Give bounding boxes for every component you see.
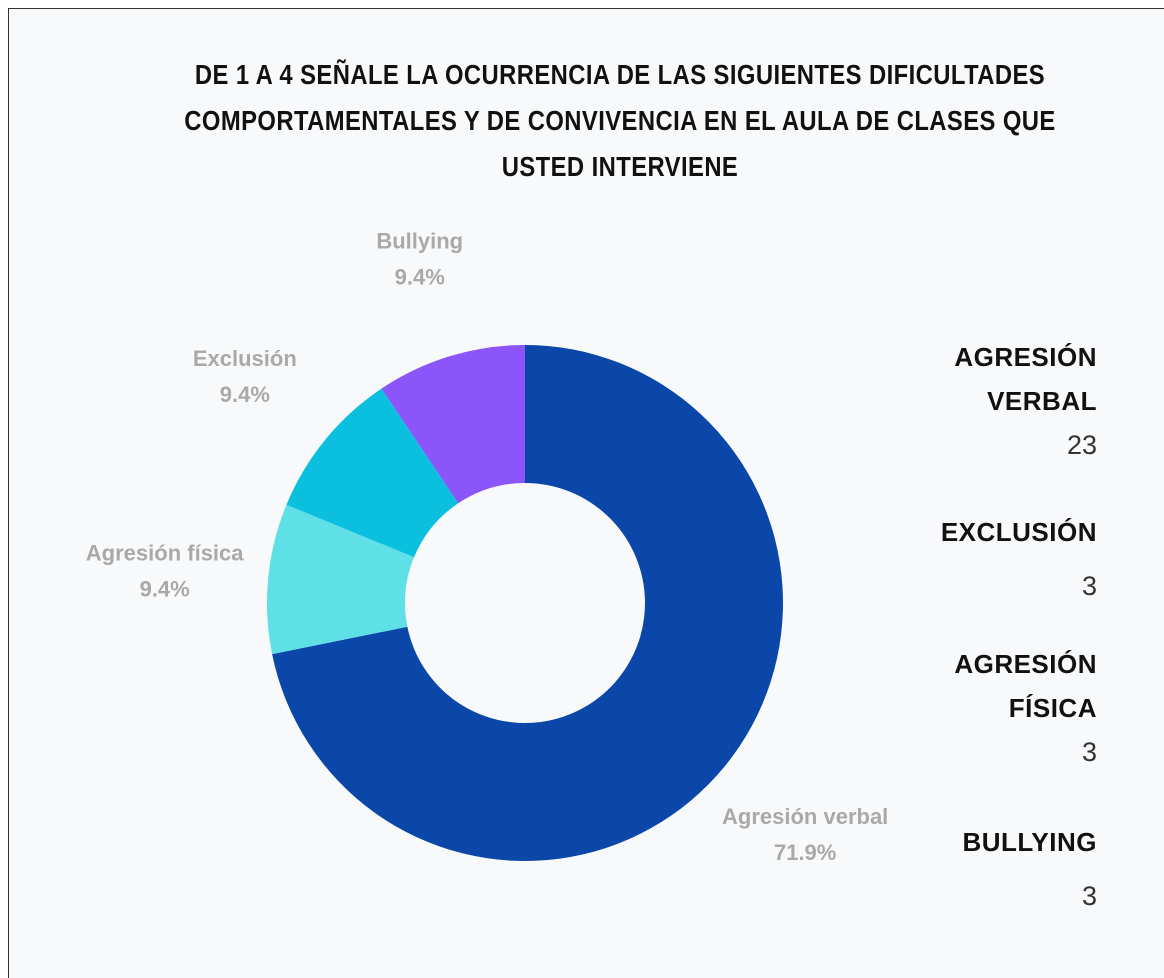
- slice-label: Exclusión: [193, 346, 297, 371]
- legend-name: BULLYING: [962, 827, 1097, 857]
- legend-item: BULLYING 3: [877, 820, 1098, 918]
- slice-value-label: 9.4%: [220, 382, 270, 407]
- legend-count: 3: [1081, 571, 1097, 601]
- legend-item: AGRESIÓN VERBAL 23: [877, 335, 1097, 467]
- donut-slice: [272, 345, 784, 861]
- slice-value-label: 71.9%: [774, 840, 836, 865]
- legend-item: AGRESIÓN FÍSICA 3: [877, 642, 1097, 774]
- legend-count: 23: [1066, 430, 1097, 460]
- slice-label: Bullying: [376, 229, 463, 254]
- legend-count: 3: [1081, 737, 1097, 767]
- slice-label: Agresión verbal: [722, 804, 888, 829]
- donut-slice: [266, 504, 415, 655]
- chart-title: DE 1 A 4 SEÑALE LA OCURRENCIA DE LAS SIG…: [184, 59, 1056, 182]
- legend-name: AGRESIÓN FÍSICA: [954, 649, 1097, 723]
- slice-label: Agresión física: [86, 540, 244, 565]
- legend-name: AGRESIÓN VERBAL: [954, 342, 1097, 416]
- donut-slice: [381, 345, 525, 504]
- legend-count: 3: [1081, 881, 1097, 911]
- legend-name: EXCLUSIÓN: [940, 517, 1097, 547]
- slice-value-label: 9.4%: [140, 576, 190, 601]
- legend-item: EXCLUSIÓN 3: [877, 510, 1097, 608]
- donut-slice: [286, 388, 459, 558]
- slice-value-label: 9.4%: [395, 265, 445, 290]
